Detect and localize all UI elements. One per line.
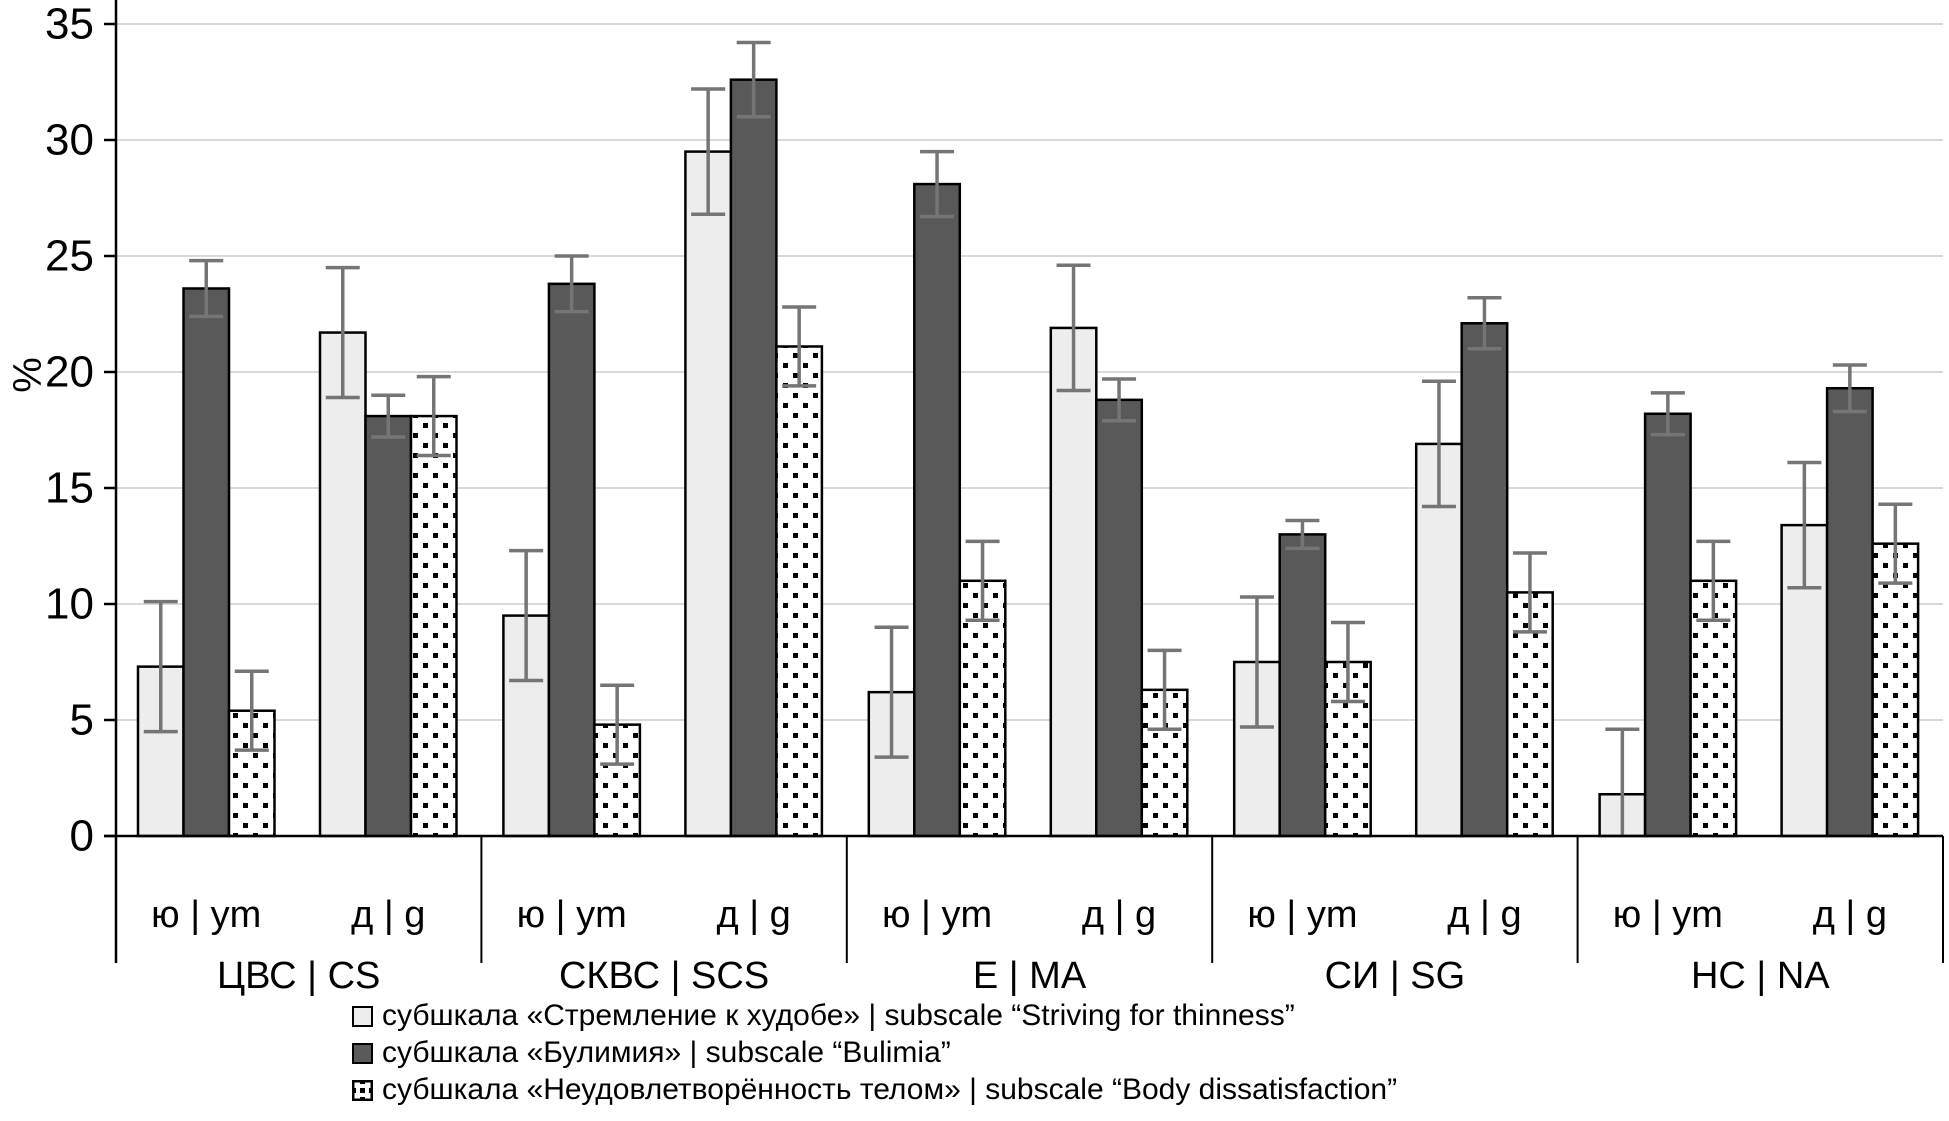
legend-swatch-dotted-icon xyxy=(352,1079,373,1101)
legend-label-body-dissatisfaction: субшкала «Неудовлетворённость телом» | s… xyxy=(382,1073,1398,1106)
bar-g1-s1-dark xyxy=(182,287,231,838)
chart-legend: субшкала «Стремление к худобе» | subscal… xyxy=(352,1001,1397,1105)
legend-label-bulimia: субшкала «Булимия» | subscale “Bulimia” xyxy=(382,1036,951,1069)
bar-g3-s1-dark xyxy=(913,182,962,838)
bar-g5-s2-dotted xyxy=(1871,542,1920,838)
legend-item-body-dissatisfaction: субшкала «Неудовлетворённость телом» | s… xyxy=(352,1075,1397,1105)
legend-item-bulimia: субшкала «Булимия» | subscale “Bulimia” xyxy=(352,1038,1397,1068)
y-tick-label-20: 20 xyxy=(45,348,94,397)
bar-g3-s2-dark xyxy=(1095,398,1144,838)
bar-g2-s2-dotted xyxy=(775,345,824,838)
x-label-subgroup-g2-s1: ю | ym xyxy=(517,894,627,936)
legend-item-striving-for-thinness: субшкала «Стремление к худобе» | subscal… xyxy=(352,1001,1397,1031)
bar-g2-s2-dark xyxy=(729,78,778,838)
x-label-group-2: СКВС | SCS xyxy=(559,955,769,997)
bar-g5-s2-dark xyxy=(1825,386,1874,838)
x-label-subgroup-g1-s2: д | g xyxy=(351,894,425,936)
x-label-subgroup-g4-s2: д | g xyxy=(1447,894,1521,936)
x-label-group-5: НС | NA xyxy=(1691,955,1830,997)
x-label-group-3: Е | МА xyxy=(973,955,1087,997)
bar-g1-s2-dotted xyxy=(409,414,458,838)
y-tick-label-25: 25 xyxy=(45,232,94,281)
x-label-group-1: ЦВС | CS xyxy=(217,955,380,997)
x-label-subgroup-g5-s1: ю | ym xyxy=(1613,894,1723,936)
y-tick-label-30: 30 xyxy=(45,116,94,165)
y-tick-label-15: 15 xyxy=(45,464,94,513)
x-label-subgroup-g3-s2: д | g xyxy=(1082,894,1156,936)
legend-swatch-dark-icon xyxy=(352,1042,373,1064)
y-tick-label-10: 10 xyxy=(45,580,94,629)
bar-g4-s1-dark xyxy=(1278,533,1327,838)
x-label-subgroup-g4-s1: ю | ym xyxy=(1247,894,1357,936)
bar-g3-s2-light xyxy=(1049,326,1098,838)
y-tick-label-5: 5 xyxy=(70,696,94,745)
x-label-subgroup-g5-s2: д | g xyxy=(1813,894,1887,936)
bar-g2-s2-light xyxy=(684,150,733,838)
bar-g2-s1-dark xyxy=(547,282,596,838)
x-label-subgroup-g3-s1: ю | ym xyxy=(882,894,992,936)
x-label-subgroup-g2-s2: д | g xyxy=(717,894,791,936)
y-tick-label-0: 0 xyxy=(70,812,94,861)
bar-g1-s2-dark xyxy=(364,414,413,838)
y-tick-label-35: 35 xyxy=(45,0,94,49)
bar-g4-s2-dark xyxy=(1460,322,1509,838)
legend-swatch-light-icon xyxy=(352,1005,373,1027)
legend-label-striving-for-thinness: субшкала «Стремление к худобе» | subscal… xyxy=(382,999,1295,1032)
bar-g5-s1-dark xyxy=(1643,412,1692,838)
y-axis-title: % xyxy=(6,357,50,393)
bar-g1-s2-light xyxy=(318,331,367,838)
x-label-subgroup-g1-s1: ю | ym xyxy=(151,894,261,936)
x-label-group-4: СИ | SG xyxy=(1325,955,1466,997)
